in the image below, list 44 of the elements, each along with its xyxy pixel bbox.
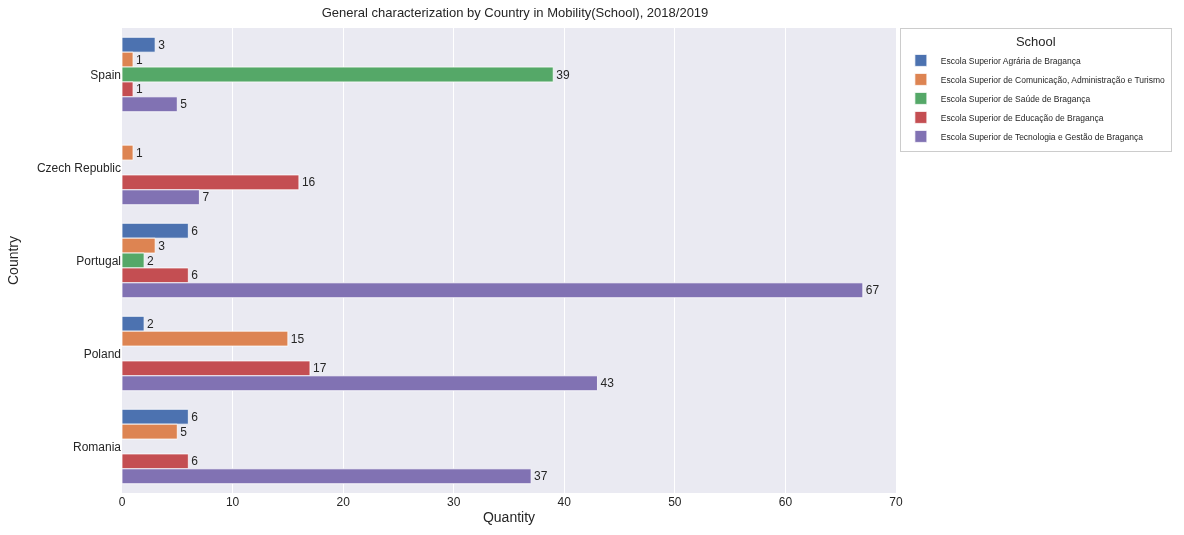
legend-label: Escola Superior Agrária de Bragança [940,55,1081,66]
y-axis-title: Country [4,235,21,286]
x-tick-label: 50 [668,495,682,509]
data-label: 1 [136,145,144,160]
x-tick-label: 70 [889,495,903,509]
data-label: 7 [202,190,210,205]
data-label: 37 [534,469,548,484]
data-label: 6 [191,409,199,424]
y-tick-label: Spain [90,67,121,82]
y-tick-label: Romania [72,439,122,454]
x-tick-label: 20 [336,495,351,509]
data-label: 3 [158,238,166,253]
data-label: 5 [180,97,188,112]
data-label: 6 [191,268,199,283]
data-label: 1 [136,82,144,97]
chart-title: General characterization by Country in Mobility(School), 2018/2019 [321,5,709,21]
legend-label: Escola Superior de Tecnologia e Gestão de Bragança [940,131,1144,142]
y-tick-label: Portugal [76,253,121,268]
x-tick-label: 40 [557,495,572,509]
data-label: 17 [312,361,327,376]
x-tick-label: 30 [447,495,461,509]
data-label: 16 [301,175,316,190]
data-label: 3 [158,37,166,52]
data-label: 5 [180,424,188,439]
data-label: 67 [865,283,880,298]
legend-label: Escola Superior de Comunicação, Administração e Turismo [940,74,1166,85]
x-tick-label: 60 [778,495,793,509]
data-label: 2 [147,316,155,331]
y-tick-label: Poland [83,346,121,361]
data-label: 39 [556,67,570,82]
x-tick-label: 0 [118,495,126,509]
data-label: 6 [191,454,199,469]
bar [122,144,134,161]
x-axis-title: Quantity [482,509,536,526]
data-label: 1 [136,52,144,67]
data-label: 2 [147,253,155,268]
data-label: 15 [290,331,305,346]
data-label: 6 [191,223,199,238]
x-tick-label: 10 [225,495,240,509]
legend-label: Escola Superior de Saúde de Bragança [940,93,1091,104]
y-tick-label: Czech Republic [36,160,121,175]
legend-title: School [1015,33,1056,49]
data-label: 43 [600,376,615,391]
legend-label: Escola Superior de Educação de Bragança [940,112,1104,123]
